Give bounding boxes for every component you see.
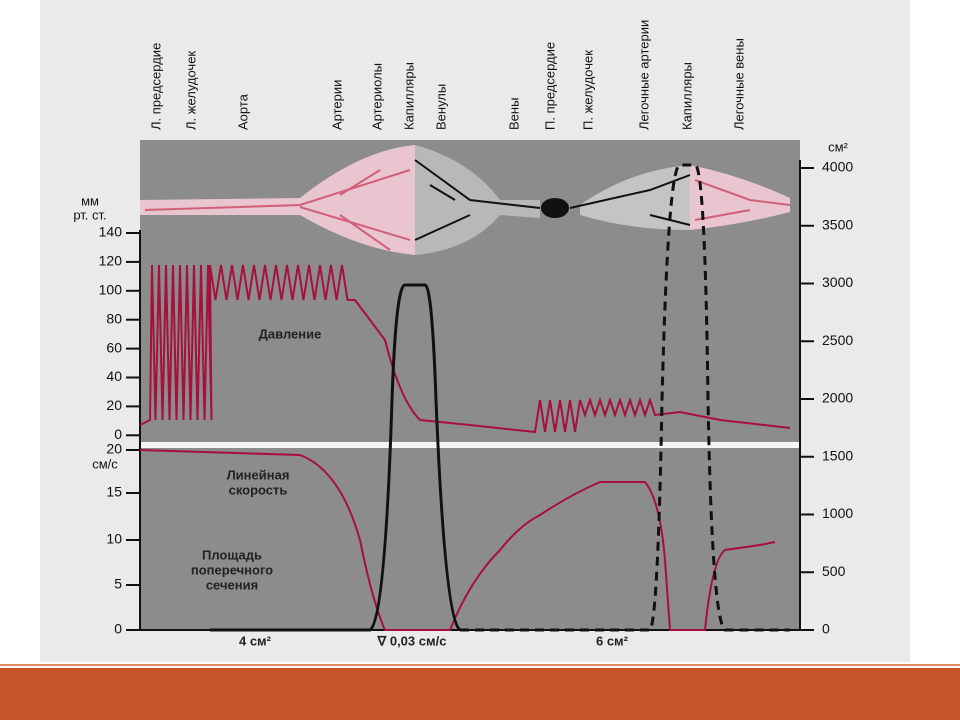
vessel-label: Л. желудочек <box>183 51 198 130</box>
velocity-tick-label: 10 <box>106 531 122 547</box>
area-tick-label: 0 <box>822 621 830 637</box>
right-heart <box>541 198 569 218</box>
vessel-label: Л. предсердие <box>148 43 163 130</box>
vessel-label: Венулы <box>433 84 448 130</box>
bottom-label: ∇ 0,03 см/с <box>377 633 447 648</box>
accent-line <box>0 664 960 666</box>
pressure-curve <box>139 264 791 434</box>
vessel-label: П. предсердие <box>542 42 557 130</box>
area-tick-label: 2500 <box>822 332 853 348</box>
vessel-label: Легочные артерии <box>636 20 651 130</box>
vessel-label: Артериолы <box>369 63 384 130</box>
pulmonary-area-curve <box>460 163 790 632</box>
area-tick-label: 500 <box>822 563 846 579</box>
velocity-tick-label: 15 <box>106 484 122 500</box>
pressure-tick-label: 120 <box>99 253 123 269</box>
area-tick-label: 1500 <box>822 447 853 463</box>
velocity-curve <box>139 449 776 631</box>
velocity-unit: см/с <box>92 456 118 471</box>
pressure-label: Давление <box>259 326 322 341</box>
area-tick-label: 4000 <box>822 159 853 175</box>
vessel-label: Капилляры <box>401 62 416 130</box>
pulmonary-arterial-bed <box>580 165 690 230</box>
velocity-tick-label: 0 <box>114 621 122 637</box>
pressure-tick-label: 60 <box>106 339 122 355</box>
area-label: сечения <box>206 577 258 592</box>
vessel-label: Вены <box>506 98 521 130</box>
vessel-label: Артерии <box>329 80 344 130</box>
area-unit: см² <box>828 139 848 154</box>
pressure-tick-label: 0 <box>114 426 122 442</box>
labels: Л. предсердие Л. желудочек Аорта Артерии Арт… <box>73 20 853 649</box>
pulmonary-venous-bed <box>690 165 790 230</box>
area-tick-label: 2000 <box>822 390 853 406</box>
pressure-tick-label: 140 <box>99 224 123 240</box>
vessel-label: Капилляры <box>679 62 694 130</box>
arterial-branches <box>144 169 411 251</box>
bottom-label: 4 см² <box>239 633 272 648</box>
pressure-unit: мм <box>81 193 99 208</box>
bottom-label: 6 см² <box>596 633 629 648</box>
pressure-tick-label: 80 <box>106 310 122 326</box>
area-tick-label: 1000 <box>822 505 853 521</box>
velocity-label: Линейная <box>227 467 290 482</box>
systemic-area-curve <box>210 283 462 632</box>
area-tick-label: 3500 <box>822 216 853 232</box>
vessel-label: П. желудочек <box>580 50 595 130</box>
systemic-arterial-bed <box>140 145 415 255</box>
velocity-tick-label: 5 <box>114 576 122 592</box>
pressure-tick-label: 40 <box>106 368 122 384</box>
vessel-label: Легочные вены <box>731 38 746 130</box>
vessel-label: Аорта <box>235 93 250 130</box>
area-label: поперечного <box>191 562 273 577</box>
pressure-tick-label: 100 <box>99 282 123 298</box>
venous-branches <box>414 159 541 241</box>
velocity-tick-label: 20 <box>106 441 122 457</box>
footer-bar <box>0 668 960 720</box>
panel-divider <box>140 442 800 448</box>
area-tick-label: 3000 <box>822 274 853 290</box>
velocity-label: скорость <box>229 482 288 497</box>
pressure-tick-label: 20 <box>106 397 122 413</box>
pressure-unit: рт. ст. <box>73 207 106 222</box>
area-label: Площадь <box>202 547 262 562</box>
